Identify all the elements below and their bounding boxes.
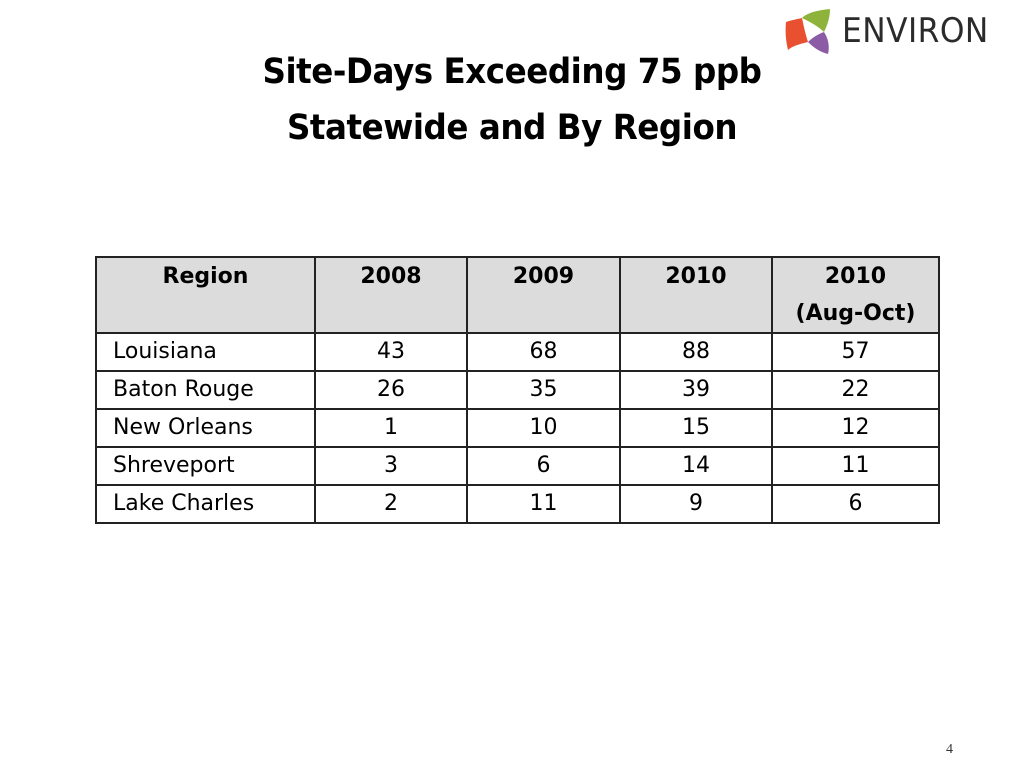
region-cell: Lake Charles xyxy=(95,484,316,524)
table-row: Shreveport 3 6 14 11 xyxy=(95,446,940,486)
value-cell: 15 xyxy=(619,408,773,448)
value-cell: 26 xyxy=(314,370,468,410)
value-cell: 68 xyxy=(466,332,621,372)
environ-logo: ENVIRON xyxy=(784,6,1014,56)
value-cell: 10 xyxy=(466,408,621,448)
value-cell: 11 xyxy=(466,484,621,524)
value-cell: 88 xyxy=(619,332,773,372)
region-cell: Louisiana xyxy=(95,332,316,372)
value-cell: 1 xyxy=(314,408,468,448)
region-cell: Baton Rouge xyxy=(95,370,316,410)
value-cell: 39 xyxy=(619,370,773,410)
table-row: Baton Rouge 26 35 39 22 xyxy=(95,370,940,410)
value-cell: 6 xyxy=(771,484,940,524)
header-region: Region xyxy=(95,256,316,334)
region-cell: Shreveport xyxy=(95,446,316,486)
value-cell: 57 xyxy=(771,332,940,372)
value-cell: 3 xyxy=(314,446,468,486)
title-line-1: Site-Days Exceeding 75 ppb xyxy=(262,52,762,92)
value-cell: 35 xyxy=(466,370,621,410)
environ-tri-petal-logo-icon xyxy=(785,9,830,54)
header-2010: 2010 xyxy=(619,256,773,334)
value-cell: 6 xyxy=(466,446,621,486)
table-header-row: Region 2008 2009 2010 2010 (Aug-Oct) xyxy=(95,256,940,334)
logo-text: ENVIRON xyxy=(842,11,989,51)
table-row: Louisiana 43 68 88 57 xyxy=(95,332,940,372)
header-2009: 2009 xyxy=(466,256,621,334)
title-line-2: Statewide and By Region xyxy=(286,108,738,148)
header-2010-aug-oct: 2010 (Aug-Oct) xyxy=(771,256,940,334)
value-cell: 43 xyxy=(314,332,468,372)
region-cell: New Orleans xyxy=(95,408,316,448)
value-cell: 2 xyxy=(314,484,468,524)
value-cell: 22 xyxy=(771,370,940,410)
header-2008: 2008 xyxy=(314,256,468,334)
value-cell: 11 xyxy=(771,446,940,486)
value-cell: 12 xyxy=(771,408,940,448)
site-days-table: Region 2008 2009 2010 2010 (Aug-Oct) Loui… xyxy=(95,256,940,524)
page-number: 4 xyxy=(946,742,953,757)
table-row: Lake Charles 2 11 9 6 xyxy=(95,484,940,524)
value-cell: 14 xyxy=(619,446,773,486)
table-row: New Orleans 1 10 15 12 xyxy=(95,408,940,448)
slide-title: Site-Days Exceeding 75 ppb Statewide and… xyxy=(0,44,1024,156)
value-cell: 9 xyxy=(619,484,773,524)
